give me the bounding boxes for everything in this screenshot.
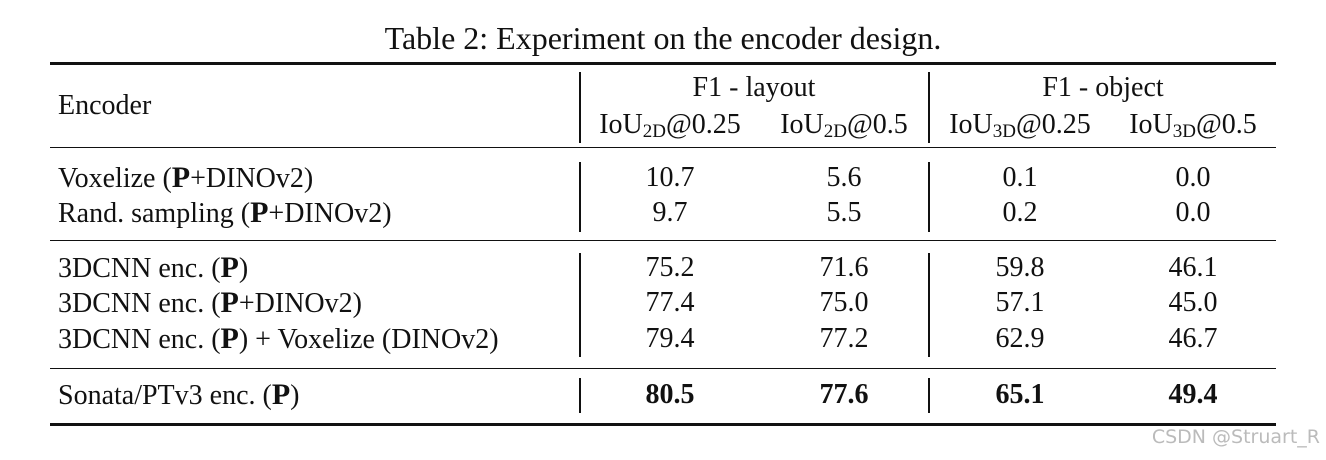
value-cell: 77.6 bbox=[819, 379, 869, 410]
vertical-rule bbox=[579, 378, 581, 413]
metric-subscript: 2D bbox=[823, 121, 847, 142]
horizontal-rule bbox=[50, 368, 1276, 370]
value-cell: 49.4 bbox=[1168, 379, 1218, 410]
vertical-rule bbox=[579, 72, 581, 143]
metric-base: IoU bbox=[780, 109, 824, 140]
value-cell: 46.1 bbox=[1168, 252, 1218, 283]
group-header: F1 - layout bbox=[692, 72, 816, 103]
value-cell: 77.4 bbox=[645, 287, 695, 318]
value-cell: 0.1 bbox=[1002, 162, 1038, 193]
vertical-rule bbox=[579, 253, 581, 357]
encoder-text: Voxelize ( bbox=[58, 163, 172, 194]
encoder-text: ) + Voxelize (DINOv2) bbox=[238, 324, 499, 355]
horizontal-rule bbox=[50, 240, 1276, 242]
value-cell: 45.0 bbox=[1168, 287, 1218, 318]
value-cell: 65.1 bbox=[995, 379, 1045, 410]
encoder-cell: Sonata/PTv3 enc. (P) bbox=[58, 377, 300, 413]
encoder-symbol: P bbox=[250, 196, 269, 229]
vertical-rule bbox=[928, 378, 930, 413]
watermark: CSDN @Struart_R bbox=[1151, 426, 1320, 448]
value-cell: 59.8 bbox=[995, 252, 1045, 283]
encoder-text: +DINOv2) bbox=[268, 198, 392, 229]
metric-header: IoU3D@0.25 bbox=[949, 107, 1091, 143]
vertical-rule bbox=[579, 162, 581, 232]
metric-subscript: 3D bbox=[992, 121, 1016, 142]
encoder-symbol: P bbox=[271, 378, 291, 411]
horizontal-rule bbox=[50, 147, 1276, 149]
metric-header: IoU2D@0.5 bbox=[780, 107, 908, 143]
value-cell: 80.5 bbox=[645, 379, 695, 410]
value-cell: 57.1 bbox=[995, 287, 1045, 318]
value-cell: 9.7 bbox=[652, 197, 688, 228]
encoder-symbol: P bbox=[220, 251, 239, 284]
vertical-rule bbox=[928, 253, 930, 357]
encoder-cell: 3DCNN enc. (P) + Voxelize (DINOv2) bbox=[58, 321, 499, 357]
value-cell: 62.9 bbox=[995, 323, 1045, 354]
value-cell: 5.5 bbox=[826, 197, 862, 228]
value-cell: 0.0 bbox=[1175, 162, 1211, 193]
encoder-symbol: P bbox=[171, 161, 191, 194]
encoder-text: 3DCNN enc. ( bbox=[58, 253, 221, 284]
encoder-text: Sonata/PTv3 enc. ( bbox=[58, 380, 272, 411]
value-cell: 46.7 bbox=[1168, 323, 1218, 354]
value-cell: 0.2 bbox=[1002, 197, 1038, 228]
metric-base: IoU bbox=[599, 109, 643, 140]
encoder-text: 3DCNN enc. ( bbox=[58, 288, 221, 319]
encoder-cell: 3DCNN enc. (P+DINOv2) bbox=[58, 285, 362, 321]
horizontal-rule bbox=[50, 423, 1276, 426]
group-header: F1 - object bbox=[1042, 72, 1164, 103]
encoder-cell: Rand. sampling (P+DINOv2) bbox=[58, 195, 392, 231]
value-cell: 77.2 bbox=[819, 323, 869, 354]
vertical-rule bbox=[928, 162, 930, 232]
header-cell: Encoder bbox=[58, 90, 152, 121]
encoder-text: Rand. sampling ( bbox=[58, 198, 251, 229]
encoder-text: +DINOv2) bbox=[238, 288, 362, 319]
vertical-rule bbox=[928, 72, 930, 143]
metric-threshold: @0.5 bbox=[846, 109, 908, 140]
metric-base: IoU bbox=[949, 109, 993, 140]
metric-subscript: 2D bbox=[642, 121, 666, 142]
encoder-symbol: P bbox=[220, 322, 239, 355]
value-cell: 0.0 bbox=[1175, 197, 1211, 228]
value-cell: 75.0 bbox=[819, 287, 869, 318]
metric-threshold: @0.5 bbox=[1195, 109, 1257, 140]
metric-header: IoU2D@0.25 bbox=[599, 107, 741, 143]
metric-subscript: 3D bbox=[1172, 121, 1196, 142]
value-cell: 75.2 bbox=[645, 252, 695, 283]
metric-threshold: @0.25 bbox=[665, 109, 741, 140]
value-cell: 5.6 bbox=[826, 162, 862, 193]
value-cell: 71.6 bbox=[819, 252, 869, 283]
encoder-text: ) bbox=[238, 253, 249, 284]
table-title: Table 2: Experiment on the encoder desig… bbox=[384, 20, 942, 56]
encoder-cell: Voxelize (P+DINOv2) bbox=[58, 160, 313, 196]
encoder-text: 3DCNN enc. ( bbox=[58, 324, 221, 355]
horizontal-rule bbox=[50, 62, 1276, 65]
encoder-cell: 3DCNN enc. (P) bbox=[58, 250, 248, 286]
metric-threshold: @0.25 bbox=[1015, 109, 1091, 140]
metric-header: IoU3D@0.5 bbox=[1129, 107, 1257, 143]
encoder-symbol: P bbox=[220, 286, 239, 319]
value-cell: 10.7 bbox=[645, 162, 695, 193]
encoder-text: +DINOv2) bbox=[190, 163, 314, 194]
encoder-text: ) bbox=[290, 380, 300, 411]
metric-base: IoU bbox=[1129, 109, 1173, 140]
value-cell: 79.4 bbox=[645, 323, 695, 354]
